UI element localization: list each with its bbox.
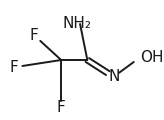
- Text: N: N: [109, 69, 120, 84]
- Text: NH₂: NH₂: [63, 17, 92, 31]
- Text: OH: OH: [140, 50, 163, 65]
- Text: F: F: [30, 28, 39, 43]
- Text: F: F: [10, 60, 18, 75]
- Text: F: F: [57, 100, 66, 115]
